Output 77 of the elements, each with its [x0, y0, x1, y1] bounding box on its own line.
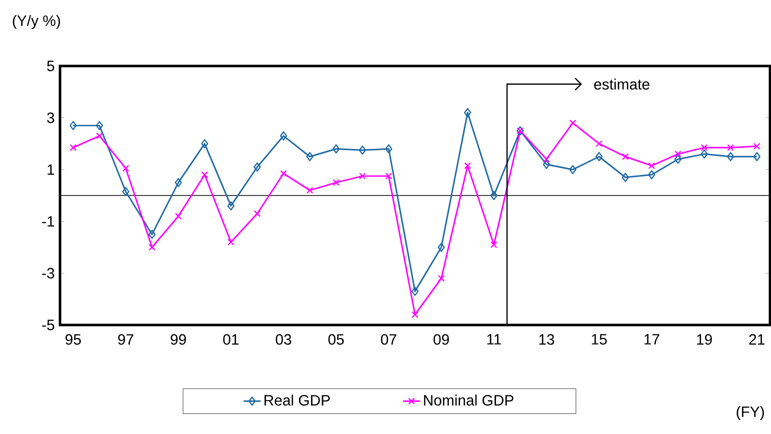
point [254, 162, 261, 172]
x-axis-title: (FY) [736, 406, 764, 420]
point [385, 144, 392, 154]
point [148, 244, 156, 251]
point [464, 108, 472, 118]
point [122, 187, 130, 196]
x-tick-label: 99 [170, 334, 186, 345]
point [96, 120, 104, 130]
point [332, 144, 340, 154]
ref-line-label: estimate [594, 78, 650, 90]
x-tick-label: 97 [118, 334, 134, 345]
y-tick-label: 5 [47, 60, 54, 72]
point [358, 146, 366, 155]
point [174, 212, 182, 220]
point [227, 201, 235, 210]
point [490, 241, 498, 248]
point [700, 144, 708, 151]
point [753, 142, 760, 150]
point [306, 152, 314, 162]
x-tick-label: 05 [328, 334, 344, 345]
x-tick-label: 09 [434, 334, 449, 345]
point [700, 149, 708, 159]
point [438, 242, 445, 252]
point [727, 144, 734, 151]
point [122, 164, 130, 172]
point [674, 150, 682, 158]
x-tick-label: 03 [276, 334, 292, 345]
point [201, 139, 208, 148]
point [648, 162, 656, 170]
point [674, 154, 682, 164]
point [96, 132, 103, 140]
point [228, 238, 234, 246]
x-tick-label: 21 [749, 334, 764, 345]
y-tick-label: 1 [48, 164, 54, 175]
point [648, 170, 656, 180]
x-tick-label: 95 [66, 334, 81, 345]
point [569, 165, 576, 174]
point [70, 120, 77, 130]
point [201, 171, 208, 178]
point [254, 210, 261, 218]
y-tick-label: -3 [42, 268, 54, 278]
point [280, 170, 287, 177]
point [490, 190, 498, 200]
x-tick-label: 07 [380, 334, 396, 345]
point [595, 152, 603, 162]
point [569, 120, 576, 126]
y-axis-title: (Y/y %) [12, 15, 60, 29]
x-tick-label: 11 [487, 334, 501, 344]
point [464, 162, 472, 170]
point [753, 152, 760, 162]
point [622, 153, 629, 160]
point [726, 152, 734, 162]
point [148, 230, 156, 239]
y-tick-label: -1 [42, 216, 54, 227]
point [596, 140, 602, 148]
point [306, 186, 314, 194]
x-tick-label: 15 [592, 334, 607, 345]
x-tick-label: 13 [539, 334, 554, 345]
y-tick-label: 3 [47, 112, 54, 124]
x-tick-label: 19 [697, 334, 712, 345]
point [411, 286, 419, 296]
y-tick-label: -5 [42, 320, 54, 330]
point [174, 178, 182, 188]
point [438, 274, 445, 282]
legend-label: Real GDP [264, 394, 330, 406]
point [385, 172, 392, 180]
point [70, 144, 77, 151]
legend-label: Nominal GDP [424, 394, 514, 406]
point [543, 156, 550, 163]
point [542, 160, 550, 169]
x-tick-label: 17 [644, 334, 660, 344]
point [280, 131, 288, 141]
x-tick-label: 01 [223, 334, 239, 345]
point [412, 311, 418, 318]
point [359, 172, 366, 180]
point [332, 179, 340, 186]
point [622, 172, 629, 182]
